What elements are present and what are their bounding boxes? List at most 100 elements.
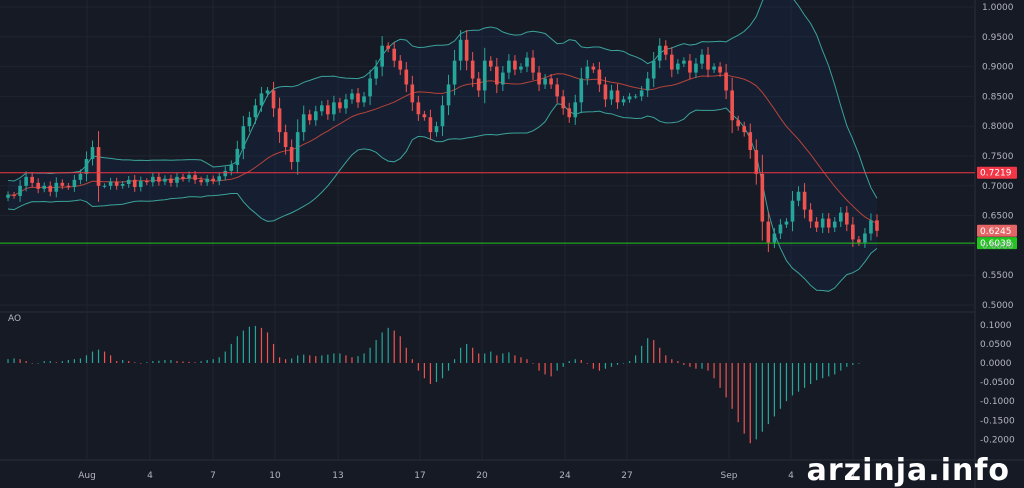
candle-body bbox=[603, 84, 608, 100]
candle-body bbox=[555, 84, 559, 97]
time-tick-label: 10 bbox=[269, 471, 281, 481]
candle-body bbox=[434, 126, 439, 133]
ao-bar bbox=[122, 359, 124, 363]
ao-tick-label: 0.0500 bbox=[980, 340, 1012, 350]
time-tick-label: 17 bbox=[414, 471, 425, 481]
ao-bar bbox=[604, 363, 607, 369]
candle-body bbox=[120, 184, 125, 186]
ao-bar bbox=[91, 351, 94, 363]
candle-body bbox=[163, 178, 167, 182]
ao-bar bbox=[562, 363, 564, 367]
ao-bar bbox=[369, 347, 371, 363]
candle-body bbox=[754, 150, 759, 174]
candle-body bbox=[96, 147, 101, 186]
ao-bar bbox=[447, 363, 450, 371]
price-axis[interactable]: 1.0000 0.9500 0.9000 0.8500 0.8000 0.7500 0.70… bbox=[980, 3, 1015, 445]
ao-bar bbox=[140, 363, 142, 364]
time-tick-label: 4 bbox=[788, 471, 794, 481]
ao-bar bbox=[194, 362, 196, 363]
candle-body bbox=[585, 66, 590, 79]
ao-bar bbox=[61, 361, 63, 363]
ao-tick-label: -0.1000 bbox=[980, 397, 1015, 407]
candle-body bbox=[863, 233, 867, 243]
ao-title: AO bbox=[8, 314, 21, 324]
price-tick-label: 0.5500 bbox=[982, 271, 1014, 281]
ao-bar bbox=[846, 363, 848, 367]
candle-body bbox=[217, 176, 222, 182]
candle-body bbox=[458, 39, 463, 61]
candle-body bbox=[488, 60, 493, 67]
ao-bar bbox=[272, 343, 275, 363]
candle-body bbox=[301, 114, 306, 133]
ao-bar bbox=[116, 361, 118, 363]
ao-bar bbox=[592, 363, 594, 369]
ao-bar bbox=[291, 358, 293, 363]
candle-body bbox=[199, 179, 203, 183]
ao-bar bbox=[761, 363, 763, 432]
candle-body bbox=[241, 126, 246, 149]
candle-body bbox=[6, 194, 10, 198]
ao-bar bbox=[206, 359, 208, 363]
candle-body bbox=[374, 66, 378, 79]
candle-body bbox=[48, 185, 53, 192]
price-tick-label: 0.7500 bbox=[982, 152, 1014, 162]
candle-body bbox=[814, 221, 819, 228]
ao-bar bbox=[67, 359, 69, 363]
candle-body bbox=[446, 84, 451, 106]
candle-body bbox=[670, 54, 674, 70]
ao-bar bbox=[532, 363, 534, 364]
ao-bar bbox=[695, 363, 697, 369]
candle-body bbox=[802, 191, 807, 210]
resistance-badge-label: 0.7219 bbox=[980, 169, 1012, 179]
ao-bar bbox=[628, 361, 631, 363]
ao-bar bbox=[357, 356, 359, 363]
candle-body bbox=[609, 90, 614, 100]
ao-bar bbox=[43, 361, 45, 363]
candle-body bbox=[820, 218, 825, 228]
candle-body bbox=[295, 132, 300, 162]
candle-body bbox=[700, 54, 704, 64]
ao-bar bbox=[568, 361, 570, 363]
candle-body bbox=[235, 148, 240, 165]
ao-tick-label: -0.2000 bbox=[980, 435, 1015, 445]
ao-bar bbox=[828, 363, 830, 377]
ao-bar bbox=[134, 362, 136, 363]
time-tick-label: 24 bbox=[559, 471, 571, 481]
candle-body bbox=[108, 181, 113, 186]
ao-bar bbox=[858, 363, 860, 364]
candle-body bbox=[591, 66, 596, 70]
ao-bar bbox=[701, 363, 703, 369]
ao-bar bbox=[671, 359, 673, 363]
candle-body bbox=[193, 175, 197, 180]
ao-bar bbox=[49, 361, 51, 363]
time-axis[interactable]: Aug 4 7 10 13 17 20 24 27 Sep 4 7 bbox=[78, 471, 856, 481]
candle-body bbox=[567, 108, 572, 118]
ao-bar bbox=[743, 363, 745, 434]
ao-bar bbox=[641, 345, 643, 363]
candle-body bbox=[416, 102, 421, 115]
candle-body bbox=[326, 105, 330, 115]
ao-bar bbox=[146, 362, 148, 363]
candle-body bbox=[869, 220, 873, 234]
ao-bar bbox=[610, 363, 613, 367]
candle-body bbox=[386, 45, 390, 49]
ao-bar bbox=[381, 332, 383, 363]
ao-bar bbox=[767, 363, 769, 425]
candle-body bbox=[525, 57, 529, 67]
ao-bar bbox=[188, 361, 190, 363]
candle-body bbox=[181, 176, 185, 179]
candle-body bbox=[694, 63, 698, 73]
candle-body bbox=[289, 147, 294, 162]
time-tick-label: 20 bbox=[476, 471, 488, 481]
ao-bar bbox=[405, 347, 407, 363]
ao-bar bbox=[647, 338, 649, 363]
candle-body bbox=[832, 221, 837, 228]
ao-bar bbox=[441, 363, 444, 379]
candle-body bbox=[356, 93, 360, 103]
ao-bar bbox=[616, 363, 619, 365]
candle-body bbox=[663, 45, 668, 55]
support-badge-label: 0.6038 bbox=[980, 239, 1012, 249]
ao-bar bbox=[586, 363, 588, 364]
candle-body bbox=[857, 239, 861, 243]
